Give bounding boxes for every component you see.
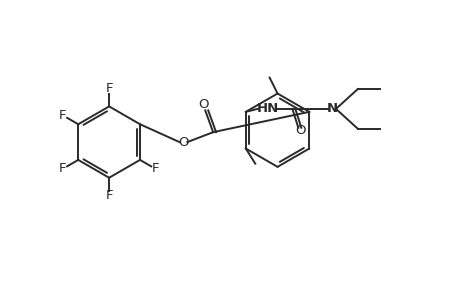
Text: O: O <box>294 124 305 137</box>
Text: F: F <box>151 162 159 175</box>
Text: F: F <box>105 82 112 95</box>
Text: F: F <box>59 109 67 122</box>
Text: O: O <box>178 136 188 148</box>
Text: HN: HN <box>256 102 278 116</box>
Text: O: O <box>197 98 208 111</box>
Text: N: N <box>326 102 337 116</box>
Text: F: F <box>59 162 67 175</box>
Text: F: F <box>105 189 112 202</box>
